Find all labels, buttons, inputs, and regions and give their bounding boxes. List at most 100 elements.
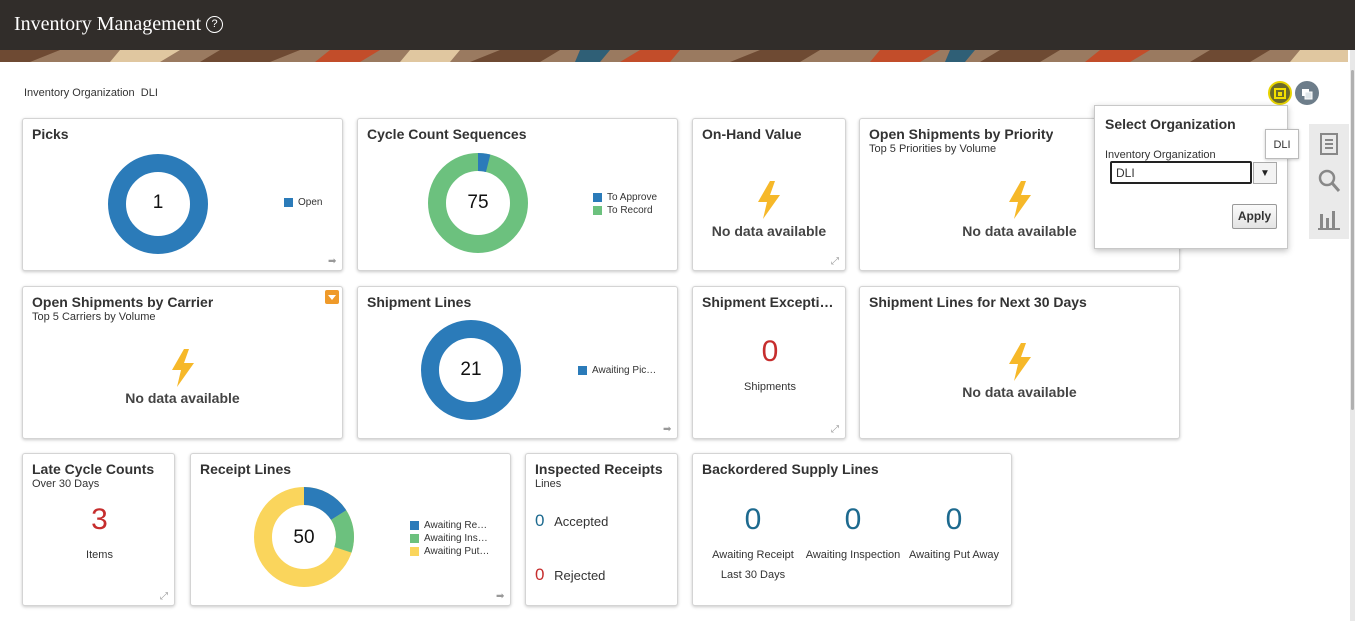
metric-value[interactable]: 0 [744, 503, 762, 536]
donut-center-value: 21 [460, 359, 482, 380]
lightning-icon [758, 181, 780, 219]
tile-menu-button[interactable] [325, 290, 339, 304]
expand-icon[interactable]: ⤢ [160, 591, 168, 602]
tile-open-shipments-carrier[interactable]: Open Shipments by Carrier Top 5 Carriers… [22, 286, 343, 439]
expand-icon[interactable]: ⤢ [831, 256, 839, 267]
donut-center-value: 50 [293, 527, 315, 548]
legend-item: Awaiting Pic… [578, 364, 656, 377]
accepted-value: 0 [535, 511, 545, 530]
bar-chart-icon[interactable] [1317, 208, 1341, 232]
receipt-lines-donut [254, 487, 354, 587]
inventory-organization-dropdown-button[interactable]: ▼ [1253, 162, 1277, 184]
chart-legend: Awaiting Pic… [578, 364, 656, 377]
organization-tooltip: DLI [1265, 129, 1299, 159]
document-icon[interactable] [1318, 132, 1340, 156]
metric-caption: Awaiting Put Away [908, 549, 1000, 561]
help-icon[interactable]: ? [206, 16, 223, 33]
metric-caption: Awaiting Inspection [805, 549, 901, 561]
no-data-message: No data available [125, 390, 240, 406]
metric-value[interactable]: 0 [945, 503, 963, 536]
tile-title: Backordered Supply Lines [702, 461, 879, 477]
donut-slice-to-approve [428, 153, 528, 253]
tile-on-hand-value[interactable]: On-Hand Value No data available ⤢ [692, 118, 846, 271]
chart-legend: Open [284, 196, 322, 209]
arrow-right-icon[interactable]: ➡ [496, 591, 505, 602]
copy-icon [1302, 89, 1313, 100]
scrollbar-thumb[interactable] [1351, 70, 1354, 410]
tile-title: Shipment Excepti… [702, 294, 834, 310]
donut-slice-awaiting-pick [421, 320, 521, 420]
no-data-message: No data available [711, 223, 827, 239]
tile-title: On-Hand Value [702, 126, 802, 142]
arrow-right-icon[interactable]: ➡ [328, 256, 337, 267]
tile-title: Open Shipments by Priority [869, 126, 1054, 142]
lightning-icon [1009, 343, 1031, 381]
tile-inspected-receipts[interactable]: Inspected Receipts Lines 0 Accepted 0 Re… [525, 453, 678, 606]
legend-item: Awaiting Ins… [410, 532, 489, 545]
org-context: Inventory Organization DLI [24, 87, 158, 99]
metric-value[interactable]: 0 [761, 335, 779, 368]
select-organization-popup: Select Organization Inventory Organizati… [1094, 105, 1288, 249]
lightning-icon [1009, 181, 1031, 219]
legend-item: Open [284, 196, 322, 209]
side-panel [1309, 124, 1349, 239]
legend-item: Awaiting Re… [410, 519, 489, 532]
caret-down-icon: ▼ [1260, 168, 1270, 179]
tile-title: Shipment Lines [367, 294, 472, 310]
tile-title: Late Cycle Counts [32, 461, 155, 477]
tile-subtitle: Over 30 Days [32, 478, 100, 490]
picks-donut [108, 154, 208, 254]
rejected-label: Rejected [554, 568, 606, 583]
metric-caption: Awaiting Receipt [712, 549, 794, 561]
decorative-banner [0, 50, 1348, 62]
legend-item: To Approve [593, 191, 657, 204]
donut-slice-awaiting-inspection [254, 487, 354, 587]
tile-title: Shipment Lines for Next 30 Days [869, 294, 1087, 310]
tile-shipment-exceptions[interactable]: Shipment Excepti… 0 Shipments ⤢ [692, 286, 846, 439]
tile-shipment-lines-next-30[interactable]: Shipment Lines for Next 30 Days No data … [859, 286, 1180, 439]
donut-slice-awaiting-receipt [254, 487, 354, 587]
shipment-lines-donut [421, 320, 521, 420]
org-context-value: DLI [140, 87, 158, 99]
organization-icon [1274, 88, 1286, 99]
legend-item: Awaiting Put… [410, 545, 489, 558]
inventory-organization-label: Inventory Organization [1105, 149, 1216, 161]
app-title: Inventory Management [14, 13, 202, 35]
donut-slice-open [108, 154, 208, 254]
no-data-message: No data available [962, 384, 1077, 400]
tile-subtitle: Top 5 Priorities by Volume [869, 143, 997, 155]
tile-receipt-lines[interactable]: Receipt Lines 50 Awaiting Re… Awaiting I… [190, 453, 511, 606]
chevron-down-icon [328, 295, 336, 300]
accepted-row[interactable]: 0 Accepted [535, 511, 608, 531]
tile-backordered-supply-lines[interactable]: Backordered Supply Lines 0 Awaiting Rece… [692, 453, 1012, 606]
tile-late-cycle-counts[interactable]: Late Cycle Counts Over 30 Days 3 Items ⤢ [22, 453, 175, 606]
popup-title: Select Organization [1105, 116, 1236, 132]
rejected-value: 0 [535, 565, 545, 584]
inventory-organization-input[interactable] [1110, 161, 1252, 184]
header-bar: Inventory Management ? [0, 0, 1355, 50]
expand-icon[interactable]: ⤢ [831, 424, 839, 435]
search-icon[interactable] [1317, 168, 1341, 194]
change-organization-button[interactable] [1268, 81, 1292, 105]
accepted-label: Accepted [554, 514, 609, 529]
metric-value[interactable]: 3 [91, 503, 108, 536]
chart-legend: Awaiting Re… Awaiting Ins… Awaiting Put… [410, 519, 489, 558]
metric-caption: Items [86, 549, 113, 561]
tile-subtitle: Top 5 Carriers by Volume [32, 311, 156, 323]
metric-caption: Shipments [744, 381, 796, 393]
no-data-message: No data available [962, 223, 1077, 239]
cycle-count-donut [428, 153, 528, 253]
rejected-row[interactable]: 0 Rejected [535, 565, 605, 585]
arrow-right-icon[interactable]: ➡ [663, 424, 672, 435]
tile-title: Picks [32, 126, 69, 142]
metric-footnote: Last 30 Days [720, 569, 786, 581]
chart-legend: To Approve To Record [593, 191, 657, 217]
tile-picks[interactable]: Picks 1 Open ➡ [22, 118, 343, 271]
tile-title: Cycle Count Sequences [367, 126, 527, 142]
lightning-icon [172, 349, 194, 387]
tile-cycle-count-sequences[interactable]: Cycle Count Sequences 75 To Approve To R… [357, 118, 678, 271]
copy-view-button[interactable] [1295, 81, 1319, 105]
tile-shipment-lines[interactable]: Shipment Lines 21 Awaiting Pic… ➡ [357, 286, 678, 439]
apply-button[interactable]: Apply [1232, 204, 1277, 229]
metric-value[interactable]: 0 [844, 503, 862, 536]
